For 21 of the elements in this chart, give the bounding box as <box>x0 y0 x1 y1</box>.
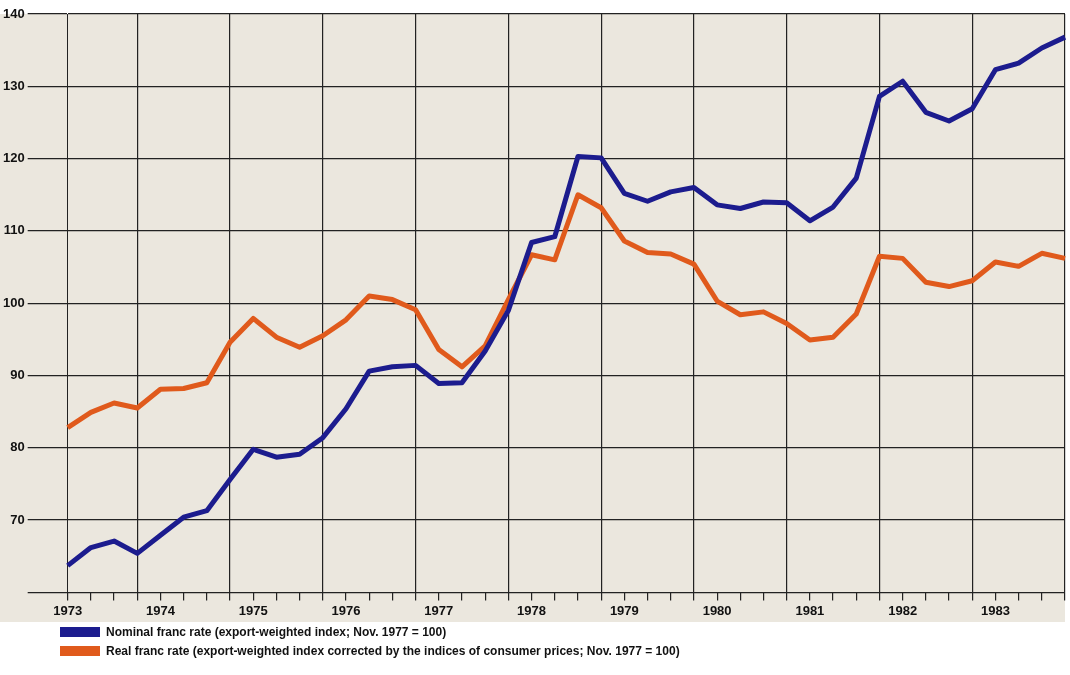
y-tick-label: 100 <box>2 294 25 310</box>
y-tick-label: 110 <box>3 222 25 238</box>
x-tick-label: 1979 <box>609 602 639 618</box>
x-tick-label: 1977 <box>424 602 454 618</box>
legend-label: Real franc rate (export-weighted index corrected by the indices of consumer prices; Nov. 1977 = 100) <box>106 643 680 658</box>
x-tick-label: 1981 <box>795 602 825 618</box>
y-tick-label: 80 <box>10 439 25 455</box>
y-tick-label: 70 <box>10 511 25 527</box>
x-tick-label: 1973 <box>53 602 83 618</box>
x-tick-label: 1978 <box>517 602 547 618</box>
x-tick-label: 1983 <box>980 602 1010 618</box>
x-tick-label: 1976 <box>331 602 361 618</box>
x-tick-label: 1980 <box>702 602 732 618</box>
x-tick-label: 1975 <box>238 602 268 618</box>
x-tick-label: 1982 <box>888 602 918 618</box>
y-tick-label: 90 <box>10 367 25 383</box>
y-tick-label: 130 <box>2 77 25 93</box>
legend-label: Nominal franc rate (export-weighted index; Nov. 1977 = 100) <box>106 624 447 639</box>
x-tick-label: 1974 <box>146 602 176 618</box>
y-tick-label: 120 <box>2 150 25 166</box>
y-tick-label: 140 <box>2 5 25 21</box>
